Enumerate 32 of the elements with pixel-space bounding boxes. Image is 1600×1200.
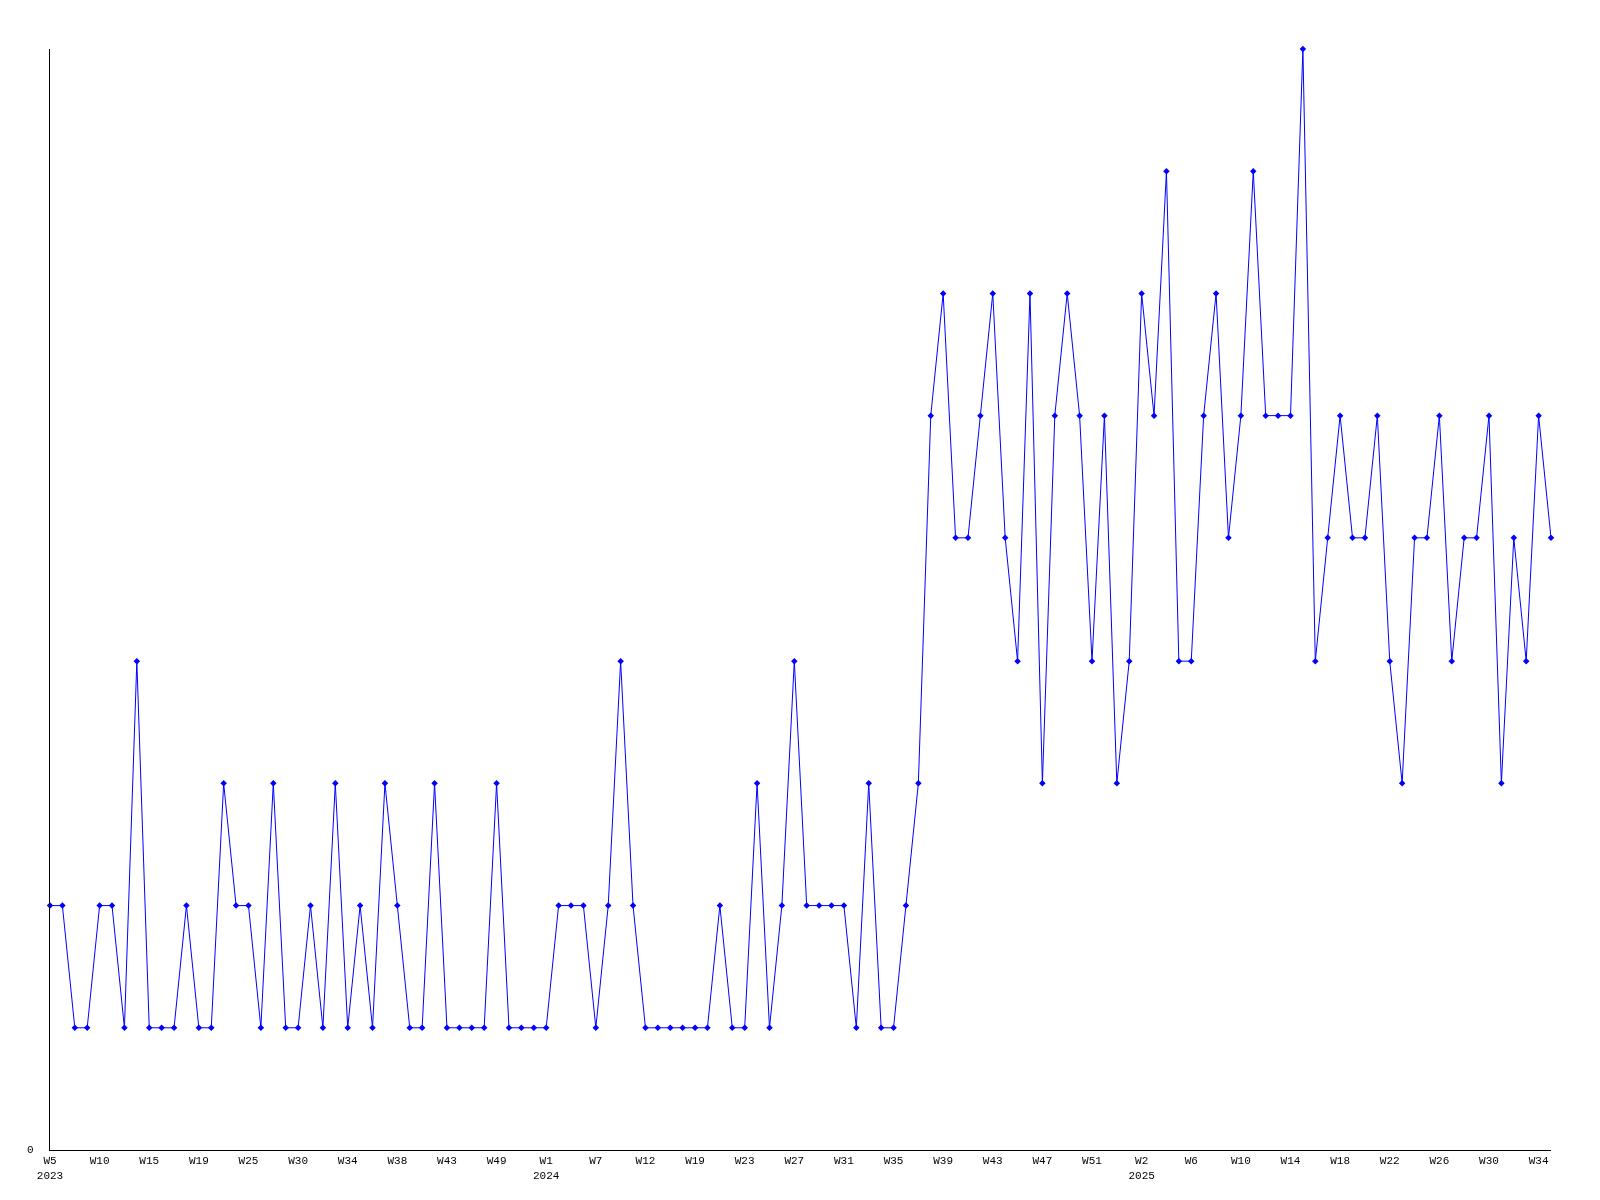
x-tick-label: W12 xyxy=(635,1155,656,1168)
x-tick-label: W49 xyxy=(486,1155,507,1168)
x-tick-label: W51 xyxy=(1082,1155,1103,1168)
x-tick-label: W6 xyxy=(1184,1155,1198,1168)
text: 0 xyxy=(27,1144,34,1156)
x-tick-label: W34 xyxy=(1528,1155,1549,1168)
x-tick-label: W30 xyxy=(288,1155,309,1168)
x-tick-label: W47 xyxy=(1032,1155,1053,1168)
x-tick-label: W26 xyxy=(1429,1155,1450,1168)
x-tick-label: W15 xyxy=(139,1155,160,1168)
x-tick-label: W25 xyxy=(238,1155,259,1168)
x-tick-label: W2 2025 xyxy=(1128,1155,1155,1182)
x-tick-label: W35 xyxy=(883,1155,904,1168)
x-tick-label: W22 xyxy=(1379,1155,1400,1168)
x-tick-label: W34 xyxy=(337,1155,359,1168)
x-tick-label: W27 xyxy=(784,1155,805,1168)
x-tick-label: W5 2023 xyxy=(36,1155,64,1182)
x-tick-label: W18 xyxy=(1330,1155,1351,1168)
x-tick-label: W30 xyxy=(1479,1155,1499,1168)
x-tick-label: W31 xyxy=(834,1155,855,1168)
x-tick-label: W23 xyxy=(734,1155,755,1168)
x-tick-label: W1 2024 xyxy=(533,1155,560,1182)
x-tick-label: W39 xyxy=(933,1155,954,1168)
x-tick-label: W7 xyxy=(589,1155,603,1168)
x-tick-label: W10 xyxy=(89,1155,110,1168)
x-tick-label: W19 xyxy=(188,1155,209,1168)
x-tick-label: W14 xyxy=(1280,1155,1301,1168)
x-tick-label: W19 xyxy=(685,1155,705,1168)
x-tick-label: W38 xyxy=(387,1155,408,1168)
x-tick-label: W43 xyxy=(437,1155,457,1168)
x-tick-label: W10 xyxy=(1230,1155,1251,1168)
x-tick-label: W43 xyxy=(982,1155,1003,1168)
